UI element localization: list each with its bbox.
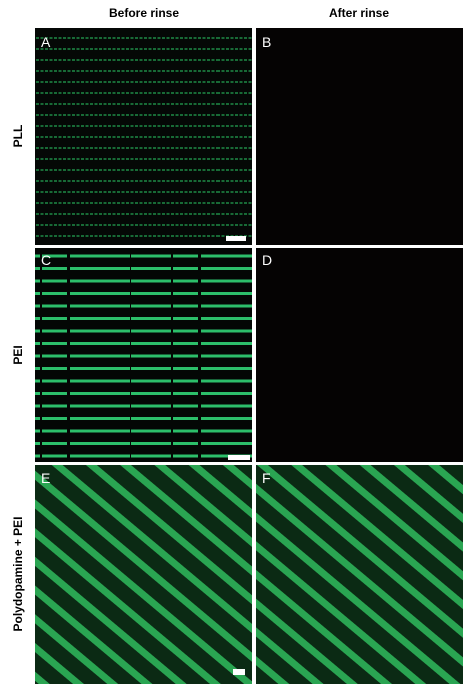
column-header: After rinse bbox=[329, 6, 389, 20]
micrograph bbox=[35, 248, 252, 462]
row-label: PLL bbox=[11, 125, 25, 148]
micrograph bbox=[35, 28, 252, 245]
micrograph bbox=[256, 248, 463, 462]
scale-bar bbox=[226, 236, 246, 241]
panel-label: A bbox=[41, 34, 51, 50]
micrograph bbox=[256, 28, 463, 245]
panel-label: C bbox=[41, 252, 51, 268]
micrograph bbox=[35, 465, 252, 684]
micrograph bbox=[256, 465, 463, 684]
row-label: Polydopamine + PEI bbox=[11, 516, 25, 631]
column-header: Before rinse bbox=[109, 6, 179, 20]
panel-label: F bbox=[262, 470, 271, 486]
scale-bar bbox=[228, 455, 250, 460]
panel-label: D bbox=[262, 252, 272, 268]
row-label: PEI bbox=[11, 345, 25, 364]
panel-label: B bbox=[262, 34, 271, 50]
scale-bar bbox=[233, 669, 245, 675]
panel-label: E bbox=[41, 470, 50, 486]
